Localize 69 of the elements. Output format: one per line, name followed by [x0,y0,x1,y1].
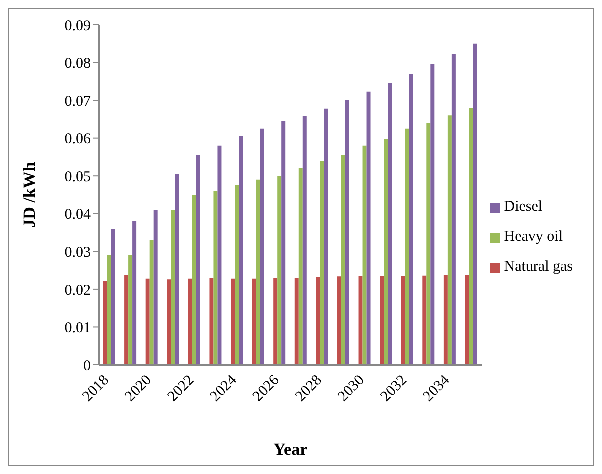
bar [298,168,303,365]
bar [401,276,406,365]
bar [384,139,388,365]
y-tick-label: 0.07 [64,94,92,110]
x-axis-title: Year [274,440,308,459]
bar [171,210,176,365]
bar [256,180,260,365]
y-tick-label: 0.08 [64,56,91,72]
bar [214,191,218,365]
bar [362,146,367,365]
bar [409,74,414,365]
bar [210,278,214,365]
y-tick-label: 0.04 [64,207,92,224]
bar [302,116,307,365]
bar [324,108,328,365]
bar [430,64,435,365]
bar [278,176,282,365]
bar [192,195,196,365]
y-tick-label: 0.06 [64,132,92,148]
bar [231,278,236,365]
y-tick-label: 0.09 [64,18,91,34]
y-tick-label: 0.01 [64,320,91,337]
bar [107,255,112,365]
bar [167,280,172,365]
y-tick-label: 0.03 [64,244,91,261]
bar [111,229,116,365]
bar [469,108,474,365]
bar [444,275,448,365]
y-tick-label: 0.05 [64,169,91,186]
bar [196,155,200,365]
bar [380,276,384,365]
bar [124,275,129,365]
bar [150,240,154,365]
bar [320,161,324,365]
y-tick-label: 0 [84,358,91,374]
bar [260,128,264,365]
bar [345,100,350,365]
y-tick-label: 0.02 [64,282,91,299]
bar [422,276,427,365]
bar [154,210,158,365]
bar [405,128,410,365]
bar [337,276,342,365]
bar [282,121,286,365]
bar [239,136,244,365]
bar [465,275,470,365]
bar [175,174,180,365]
bar [294,278,299,365]
bar [274,278,278,365]
bar [426,123,431,365]
bar [252,278,256,365]
bar [235,186,240,365]
legend-label: Diesel [504,199,543,215]
y-axis-title: JD /kWh [20,162,40,228]
bar [388,84,392,365]
bar [448,116,452,365]
bar [128,255,133,365]
bar [132,221,137,365]
bar [341,155,346,365]
bar [452,54,456,365]
legend-label: Natural gas [504,259,573,275]
bar [218,146,222,365]
bar [103,281,108,365]
bar [146,278,150,365]
bar [366,92,371,365]
bar [316,277,320,365]
legend-label: Heavy oil [504,229,563,245]
bar [188,278,192,365]
bar [473,44,478,365]
bar [358,276,363,365]
